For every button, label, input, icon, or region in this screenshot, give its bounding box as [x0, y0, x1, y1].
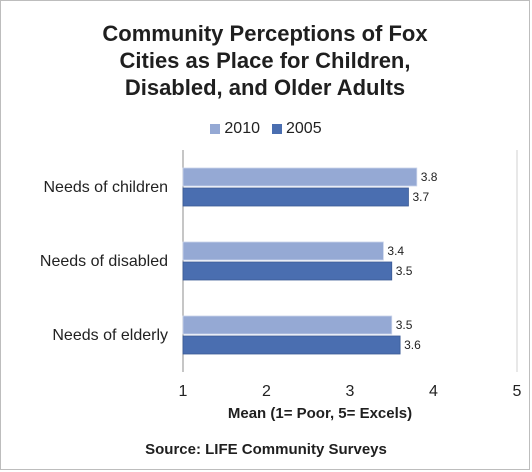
x-tick-label: 5	[513, 383, 522, 400]
chart-title-line: Community Perceptions of Fox	[102, 21, 428, 46]
x-tick-label: 1	[179, 383, 188, 400]
data-label-2010: 3.8	[421, 170, 438, 184]
bar-2005	[182, 187, 409, 207]
x-tick-label: 3	[346, 383, 355, 400]
legend-swatch-2005	[272, 124, 282, 134]
data-label-2010: 3.5	[396, 318, 413, 332]
legend-item-2005: 2005	[272, 120, 322, 138]
chart-title-line: Cities as Place for Children,	[119, 48, 411, 73]
data-label-2005: 3.6	[404, 338, 421, 352]
bar-2005	[182, 335, 401, 355]
chart-title: Community Perceptions of Fox Cities as P…	[40, 20, 490, 101]
x-axis-title: Mean (1= Poor, 5= Excels)	[227, 405, 413, 422]
category-label: Needs of disabled	[40, 253, 168, 270]
x-tick-label: 4	[429, 383, 438, 400]
data-label-2005: 3.7	[412, 190, 429, 204]
bar-2010	[182, 167, 418, 187]
bar-2010	[182, 315, 393, 335]
bar-2010	[182, 241, 384, 261]
legend-swatch-2010	[210, 124, 221, 134]
source-note: Source: LIFE Community Surveys	[145, 441, 387, 458]
chart-title-line: Disabled, and Older Adults	[124, 75, 406, 100]
x-tick-label: 2	[262, 383, 271, 400]
category-label: Needs of children	[43, 179, 168, 196]
legend-label-2010: 2010	[224, 120, 260, 137]
bar-2005	[182, 261, 393, 281]
chart-legend: 2010 2005	[0, 120, 532, 138]
category-label: Needs of elderly	[52, 327, 168, 344]
data-label-2010: 3.4	[387, 244, 404, 258]
data-label-2005: 3.5	[396, 264, 413, 278]
legend-label-2005: 2005	[286, 120, 322, 137]
legend-item-2010: 2010	[210, 120, 260, 138]
